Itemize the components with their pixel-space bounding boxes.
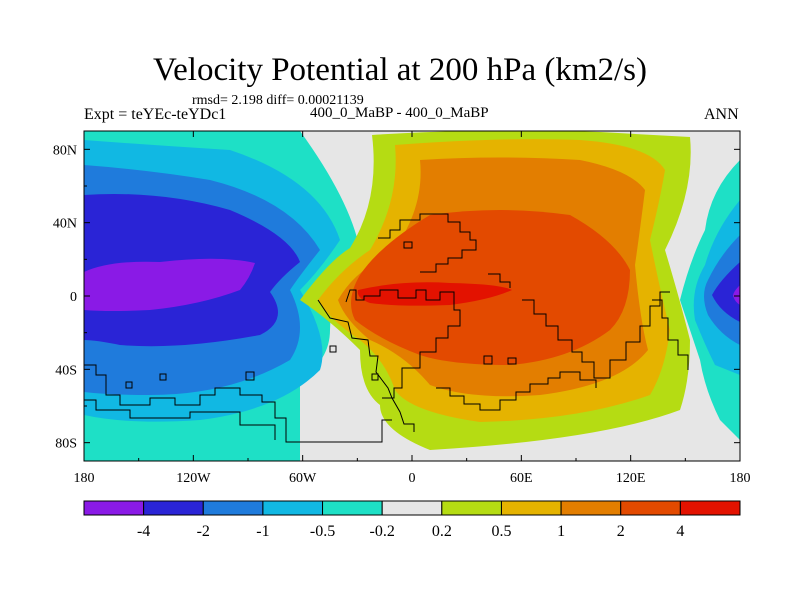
y-tick-label: 80N	[53, 143, 77, 158]
colorbar-swatch	[620, 500, 681, 516]
y-axis: 80N 40N 0 40S 80S	[53, 143, 740, 452]
colorbar-label: -2	[197, 523, 210, 540]
x-axis: 180 120W 60W 0 60E 120E 180	[74, 131, 751, 486]
coastline-central-south	[436, 371, 597, 411]
colorbar-swatch	[202, 500, 264, 516]
colorbar-swatch	[381, 500, 443, 516]
colorbar-swatch	[322, 500, 383, 516]
coastline-east	[652, 299, 689, 370]
season-label: ANN	[704, 106, 739, 123]
x-tick-label: 60W	[289, 471, 317, 486]
y-tick-label: 80S	[55, 437, 77, 452]
coastline-west-lower	[84, 399, 276, 440]
x-tick-label: 180	[730, 471, 751, 486]
chart-title: Velocity Potential at 200 hPa (km2/s)	[152, 52, 648, 88]
colorbar-label: 2	[617, 523, 625, 540]
colorbar-label: 0.2	[432, 523, 452, 540]
x-tick-label: 60E	[510, 471, 533, 486]
y-tick-label: 40N	[53, 217, 77, 232]
experiment-label: Expt = teYEc-teYDc1	[84, 106, 227, 123]
coastline-west	[84, 364, 392, 443]
colorbar-label: 0.5	[491, 523, 511, 540]
stats-label: rmsd= 2.198 diff= 0.00021139	[192, 93, 364, 108]
contour-field	[84, 131, 740, 461]
x-tick-label: 0	[409, 471, 416, 486]
colorbar-swatch	[441, 500, 502, 516]
y-tick-label: 40S	[55, 363, 77, 378]
colorbar-label: -0.2	[370, 523, 395, 540]
coastline-central-east	[488, 273, 670, 379]
coastline-central-islands	[329, 241, 517, 381]
contour-east-2	[712, 262, 740, 322]
colorbar-label: -0.5	[310, 523, 335, 540]
colorbar-swatch	[500, 500, 562, 516]
colorbar: -4 -2 -1 -0.5 -0.2 0.2 0.5 1 2 4	[83, 500, 741, 540]
coastline-west-islands	[125, 371, 255, 389]
coastline-central-mid	[345, 289, 461, 399]
x-tick-label: 120E	[616, 471, 646, 486]
contour-east-4	[733, 285, 740, 305]
colorbar-label: -4	[137, 523, 150, 540]
center-label: 400_0_MaBP - 400_0_MaBP	[310, 105, 489, 121]
contour-pos-4	[357, 282, 512, 306]
colorbar-label: 1	[557, 523, 565, 540]
colorbar-swatch	[679, 500, 741, 516]
coastline-central-north	[378, 213, 477, 273]
x-tick-label: 120W	[176, 471, 211, 486]
colorbar-swatch	[83, 500, 145, 516]
x-tick-label: 180	[74, 471, 95, 486]
contour-neg-4	[84, 258, 255, 311]
colorbar-swatch	[143, 500, 204, 516]
colorbar-label: 4	[676, 523, 684, 540]
y-tick-label: 0	[70, 290, 77, 305]
colorbar-label: -1	[256, 523, 269, 540]
colorbar-swatch	[560, 500, 622, 516]
colorbar-swatch	[262, 500, 324, 516]
coastlines	[84, 213, 689, 443]
coastline-central-arc	[317, 299, 415, 432]
